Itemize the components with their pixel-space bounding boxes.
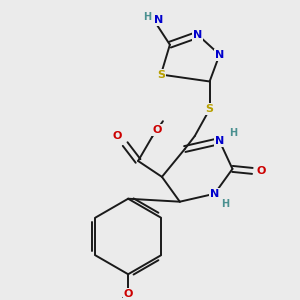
Text: H: H (143, 12, 151, 22)
Text: O: O (124, 289, 133, 299)
Text: O: O (152, 125, 162, 135)
Text: H: H (230, 128, 238, 138)
Text: N: N (210, 189, 219, 199)
Text: S: S (206, 104, 214, 114)
Text: N: N (154, 15, 164, 25)
Text: H: H (221, 199, 230, 209)
Text: O: O (256, 166, 266, 176)
Text: N: N (215, 136, 224, 146)
Text: O: O (112, 131, 122, 141)
Text: N: N (215, 50, 224, 60)
Text: S: S (157, 70, 165, 80)
Text: N: N (193, 30, 202, 40)
